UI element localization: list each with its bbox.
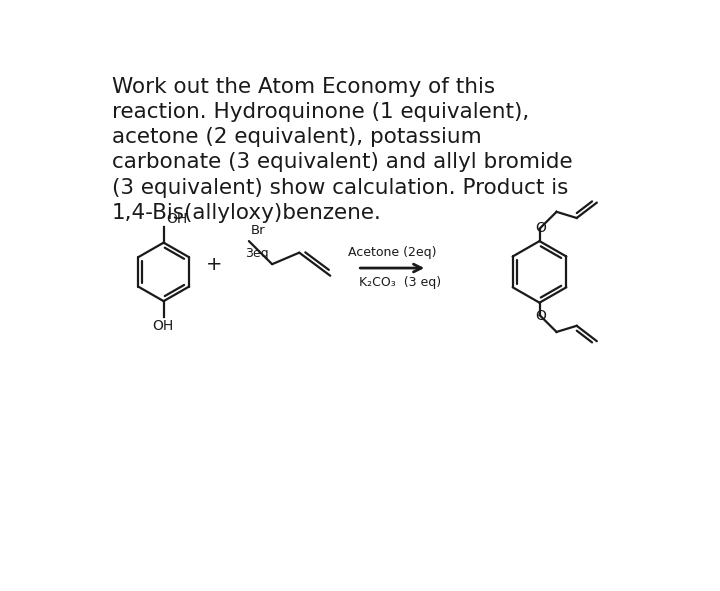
Text: K₂CO₃  (3 eq): K₂CO₃ (3 eq) xyxy=(359,276,441,289)
Text: Work out the Atom Economy of this
reaction. Hydroquinone (1 equivalent),
acetone: Work out the Atom Economy of this reacti… xyxy=(112,77,572,223)
Text: Acetone (2eq): Acetone (2eq) xyxy=(348,246,436,259)
Text: OH: OH xyxy=(152,319,174,333)
Text: O: O xyxy=(535,221,546,235)
Text: OH: OH xyxy=(166,212,187,226)
Text: Br: Br xyxy=(251,224,266,237)
Text: +: + xyxy=(206,255,222,274)
Text: O: O xyxy=(535,309,546,323)
Text: 3eq: 3eq xyxy=(245,247,269,260)
